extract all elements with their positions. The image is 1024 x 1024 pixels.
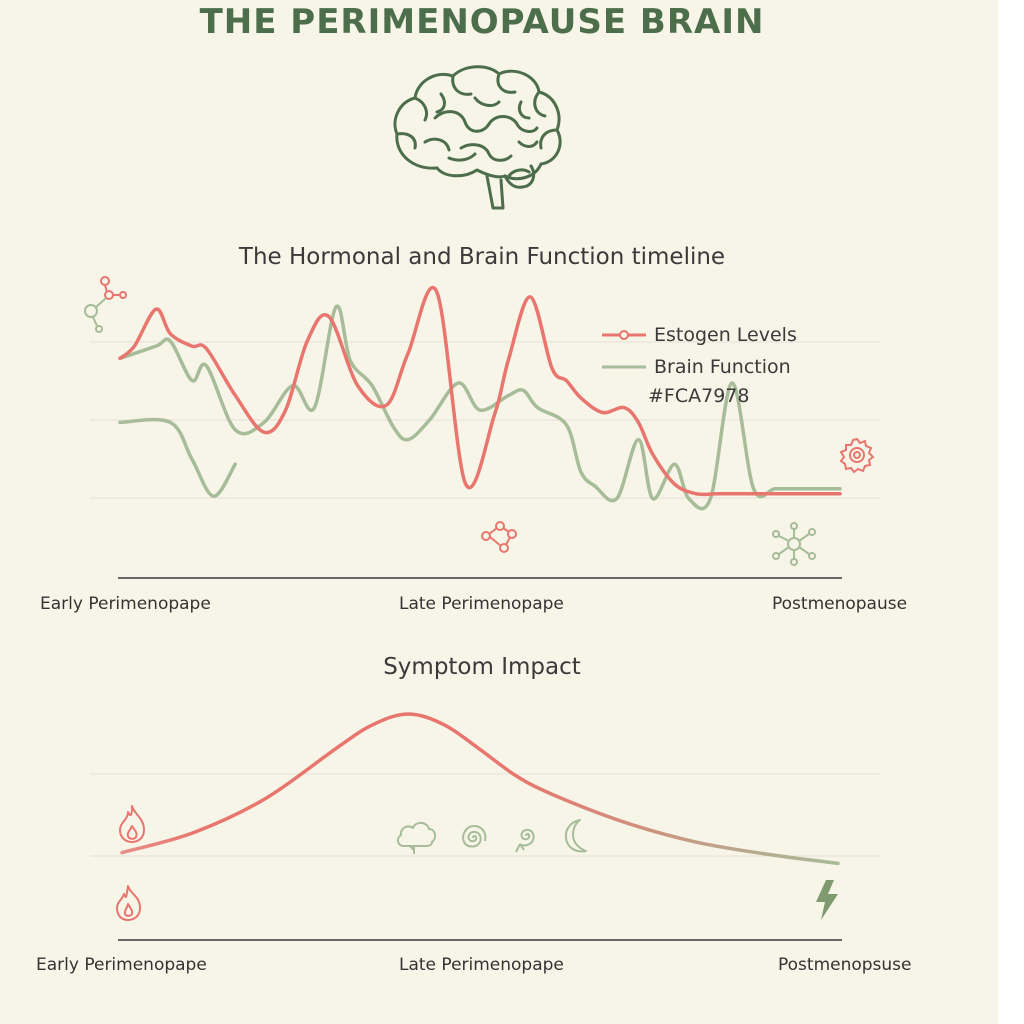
legend-item-brain: Brain Function	[600, 351, 797, 383]
symptom-x-tick-label-post: Postmenopsuse	[778, 955, 912, 975]
x-tick-label-early: Early Perimenopape	[40, 594, 211, 614]
estrogen-legend-marker	[602, 330, 646, 340]
brain-baseline-line	[118, 417, 237, 498]
symptom-x-tick-label-late: Late Perimenopape	[399, 955, 564, 975]
legend-item-estrogen: Estogen Levels	[600, 319, 797, 351]
spiral-icon	[462, 824, 487, 848]
legend-color-note: #FCA7978	[648, 385, 750, 407]
brain-function-line	[118, 304, 842, 511]
symptom-x-tick-label-early: Early Perimenopape	[36, 955, 207, 975]
right-margin-strip	[998, 0, 1024, 1024]
flame-icon-2	[116, 885, 141, 921]
page-title: THE PERIMENOPAUSE BRAIN	[199, 2, 765, 42]
gear-icon	[839, 437, 875, 474]
legend-label-estrogen: Estogen Levels	[654, 324, 797, 346]
spiral-arrow-icon	[515, 828, 535, 853]
brain-legend-marker	[602, 365, 646, 369]
brain-icon	[393, 65, 562, 210]
molecule-icon	[84, 276, 127, 333]
cloud-icon	[396, 821, 437, 854]
lightning-icon	[816, 880, 838, 920]
chart-legend: Estogen Levels Brain Function #FCA7978	[600, 319, 797, 407]
legend-label-brain: Brain Function	[654, 356, 791, 378]
symptom-chart-title: Symptom Impact	[383, 654, 581, 680]
x-tick-label-post: Postmenopause	[772, 594, 908, 614]
flame-icon	[119, 805, 145, 843]
molecule-icon-small	[481, 521, 517, 553]
timeline-chart	[90, 286, 880, 579]
symptom-curve	[120, 712, 840, 866]
estrogen-line	[118, 286, 842, 497]
moon-icon	[564, 819, 587, 853]
network-molecule-icon	[772, 522, 816, 566]
x-tick-label-late: Late Perimenopape	[399, 594, 564, 614]
timeline-chart-title: The Hormonal and Brain Function timeline	[238, 244, 726, 270]
